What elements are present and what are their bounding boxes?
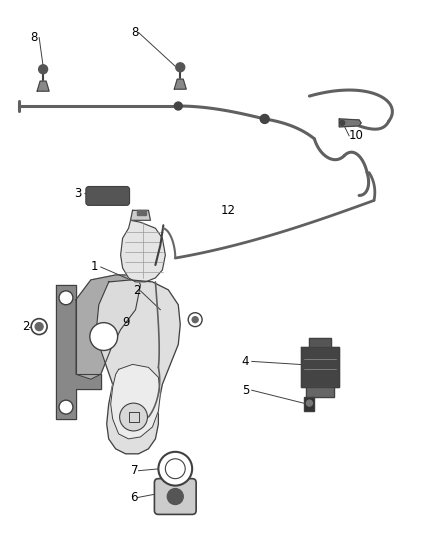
Text: 3: 3 <box>74 187 81 200</box>
Polygon shape <box>137 211 146 215</box>
Circle shape <box>176 63 185 72</box>
Polygon shape <box>301 348 339 387</box>
Text: 1: 1 <box>91 261 99 273</box>
Circle shape <box>90 322 118 351</box>
Polygon shape <box>307 387 334 397</box>
Circle shape <box>59 291 73 305</box>
Text: 12: 12 <box>220 204 236 217</box>
Polygon shape <box>174 79 186 89</box>
Text: 8: 8 <box>131 26 138 39</box>
Polygon shape <box>97 280 180 454</box>
Circle shape <box>159 452 192 486</box>
Circle shape <box>31 319 47 335</box>
Polygon shape <box>76 275 141 379</box>
Text: 5: 5 <box>242 384 250 397</box>
FancyBboxPatch shape <box>155 479 196 514</box>
Text: 6: 6 <box>130 491 137 504</box>
Text: 9: 9 <box>122 316 129 329</box>
Polygon shape <box>129 412 138 422</box>
Text: 7: 7 <box>131 464 138 477</box>
Circle shape <box>192 317 198 322</box>
Circle shape <box>59 400 73 414</box>
Polygon shape <box>56 285 101 419</box>
Polygon shape <box>339 119 361 127</box>
Circle shape <box>39 65 48 74</box>
Text: 10: 10 <box>349 130 364 142</box>
Polygon shape <box>120 220 165 282</box>
Polygon shape <box>37 81 49 91</box>
Polygon shape <box>111 365 160 439</box>
Circle shape <box>165 459 185 479</box>
Circle shape <box>340 120 345 125</box>
Circle shape <box>167 489 183 504</box>
Circle shape <box>188 313 202 327</box>
Polygon shape <box>304 397 314 411</box>
Text: 4: 4 <box>241 355 249 368</box>
Text: 8: 8 <box>31 31 38 44</box>
Circle shape <box>120 403 148 431</box>
Polygon shape <box>131 211 150 220</box>
Circle shape <box>35 322 43 330</box>
FancyBboxPatch shape <box>86 187 130 205</box>
Text: 2: 2 <box>22 320 30 333</box>
Circle shape <box>174 102 182 110</box>
Circle shape <box>307 400 312 406</box>
Polygon shape <box>309 337 331 348</box>
Circle shape <box>260 115 269 124</box>
Text: 2: 2 <box>133 284 140 297</box>
